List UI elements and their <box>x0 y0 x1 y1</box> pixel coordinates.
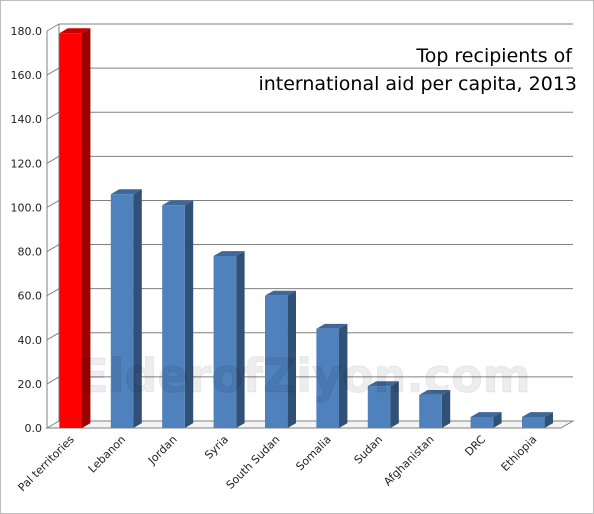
bar-top <box>367 381 399 387</box>
y-tick-label: 100.0 <box>11 201 43 214</box>
bar-top <box>162 200 194 206</box>
bar-side <box>544 412 554 428</box>
gridline-side <box>46 111 60 120</box>
gridline-side <box>46 200 60 208</box>
y-axis-ticks: 0.0 20.0 40.0 60.0 80.0 100.0 120.0 140.0 160.0 1… <box>11 25 43 435</box>
bar-front <box>162 205 185 428</box>
bar-front <box>521 416 545 428</box>
y-tick-label: 0.0 <box>25 422 43 435</box>
bar-top <box>419 390 451 395</box>
bar-front <box>316 328 340 428</box>
bar <box>59 28 91 429</box>
bar-side <box>236 251 245 428</box>
x-tick-label: South Sudan <box>224 433 283 492</box>
y-tick-label: 160.0 <box>11 69 43 82</box>
bar <box>470 412 502 428</box>
bar-top <box>213 251 245 256</box>
x-tick-label: Pal territories <box>16 433 77 494</box>
x-tick-label: Sudan <box>352 433 386 467</box>
gridline-side <box>46 376 60 385</box>
y-tick-label: 180.0 <box>11 25 43 38</box>
bar <box>419 390 451 428</box>
bar-top <box>470 412 502 417</box>
bars <box>59 28 554 429</box>
bar-top <box>110 189 142 195</box>
y-tick-label: 140.0 <box>11 113 43 126</box>
bar-top <box>59 28 91 34</box>
bar-top <box>521 412 554 417</box>
bar-side <box>133 189 142 428</box>
bar-side <box>493 412 502 428</box>
bar-side <box>82 28 91 429</box>
gridline-side <box>46 67 60 76</box>
bar-front <box>367 386 391 428</box>
watermark-text: ElderofZiyon.com <box>77 349 530 403</box>
bar <box>110 189 142 428</box>
chart-title-line-2: international aid per capita, 2013 <box>258 73 577 95</box>
gridline-side <box>46 23 60 32</box>
gridlines <box>46 23 573 385</box>
chart-title-line-1: Top recipients of <box>415 45 573 67</box>
x-tick-label: Somalia <box>293 433 333 473</box>
bar <box>162 200 194 428</box>
bar-side <box>390 381 399 428</box>
bar-side <box>339 323 348 428</box>
x-tick-label: Jordan <box>145 433 180 468</box>
x-tick-label: DRC <box>462 433 488 459</box>
bar-side <box>184 200 194 428</box>
gridline-side <box>46 332 60 341</box>
y-tick-label: 20.0 <box>18 378 43 391</box>
bar-side <box>441 390 451 428</box>
bar-front <box>110 194 134 428</box>
bar <box>367 381 399 428</box>
x-tick-label: Syria <box>202 433 231 462</box>
y-tick-label: 80.0 <box>18 246 43 259</box>
bar-top <box>316 323 348 329</box>
x-tick-label: Ethiopia <box>499 433 540 474</box>
bar <box>521 412 554 428</box>
bar-front <box>419 394 442 428</box>
bar-front <box>470 416 494 428</box>
bar-front <box>213 255 237 428</box>
y-tick-label: 60.0 <box>18 290 43 303</box>
gridline-side <box>46 244 60 252</box>
bar-top <box>264 290 297 296</box>
bar <box>264 290 297 428</box>
bar <box>213 251 245 428</box>
x-tick-label: Lebanon <box>86 433 129 476</box>
chart-title: Top recipients of international aid per … <box>258 45 577 95</box>
gridline-side <box>46 155 60 164</box>
bar <box>316 323 348 428</box>
gridline-side <box>46 288 60 297</box>
y-tick-label: 120.0 <box>11 157 43 170</box>
bar-front <box>59 33 83 428</box>
bar-front <box>264 295 288 428</box>
y-tick-label: 40.0 <box>18 334 43 347</box>
bar-side <box>287 290 297 428</box>
x-tick-label: Afghanistan <box>381 433 437 489</box>
